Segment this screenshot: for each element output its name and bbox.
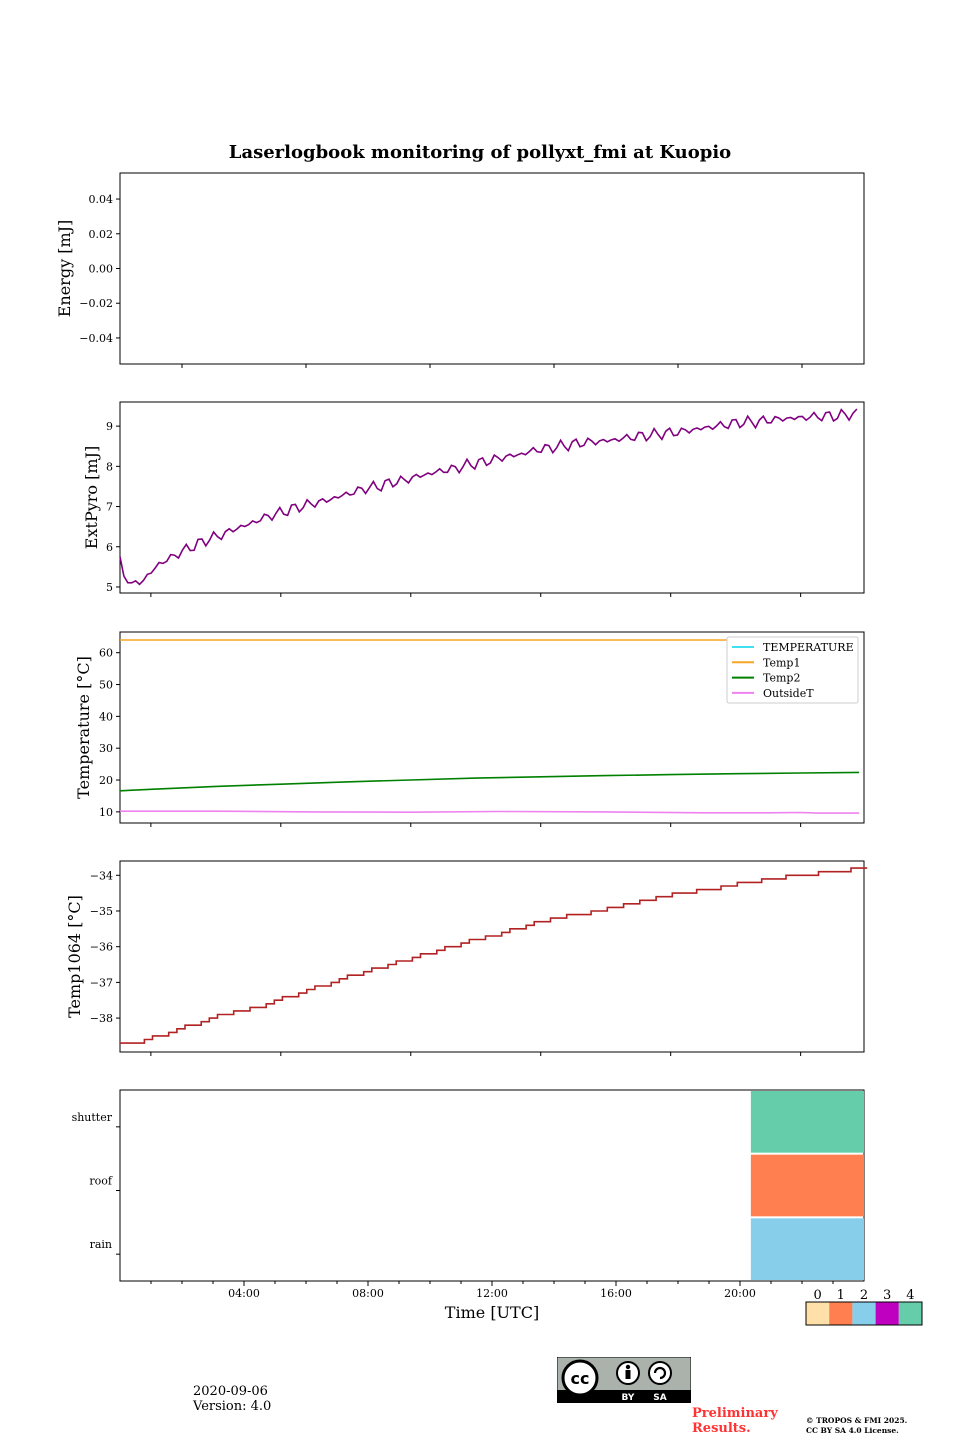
ytick-label: 9: [106, 420, 113, 433]
copyright-line-1: © TROPOS & FMI 2025.: [806, 1416, 908, 1425]
ytick-label: 0.02: [89, 228, 114, 241]
ytick-label: 7: [106, 501, 113, 514]
series-line-temp1064: [120, 867, 868, 1044]
ytick-label: −34: [90, 869, 113, 882]
cc-icon: [561, 1359, 599, 1397]
temp1064-ylabel: Temp1064 [°C]: [65, 895, 84, 1018]
temp1064-plot-area: [119, 860, 865, 1053]
status-segment-rain: [750, 1218, 864, 1280]
series-line-extpyro: [119, 408, 858, 586]
status-row-label: rain: [90, 1238, 112, 1251]
xtick-label: 20:00: [724, 1287, 756, 1300]
status-row-label: roof: [89, 1175, 113, 1188]
ytick-label: −35: [90, 905, 113, 918]
badge-by-text: BY: [622, 1393, 635, 1403]
preliminary-line-2: Results.: [692, 1421, 751, 1436]
ytick-label: 60: [99, 647, 113, 660]
cc-by-sa-badge: cc BY SA: [557, 1357, 691, 1403]
preliminary-line-1: Preliminary: [692, 1406, 778, 1421]
ytick-label: −36: [90, 941, 113, 954]
colorbar-swatch: [898, 1302, 922, 1325]
ytick-label: 5: [106, 581, 113, 594]
extpyro-plot-area: [119, 401, 865, 594]
xtick-label: 12:00: [476, 1287, 508, 1300]
ytick-label: 40: [99, 710, 113, 723]
status-row-label: shutter: [72, 1111, 113, 1124]
colorbar-label: 1: [837, 1288, 845, 1303]
xtick-label: 04:00: [228, 1287, 260, 1300]
colorbar-swatch: [875, 1302, 899, 1325]
x-axis-label: Time [UTC]: [445, 1303, 539, 1322]
by-person-body: [625, 1370, 631, 1379]
series-line-temp2: [119, 771, 860, 792]
badge-sa-text: SA: [653, 1393, 666, 1403]
temperature-panel: Temperature [°C] 10 20 30 40 50 60 TEMPERATURE…: [74, 631, 865, 827]
colorbar-frame: [805, 1301, 923, 1326]
energy-panel: Energy [mJ] 0.04 0.02 0.00 −0.02 −0.04: [55, 172, 865, 368]
preliminary-results-label: Preliminary Results.: [692, 1406, 778, 1436]
status-segment-roof: [750, 1154, 864, 1217]
legend-box: [726, 636, 859, 704]
series-line-outsidet: [120, 810, 860, 814]
version-label: Version: 4.0: [193, 1399, 272, 1414]
status-panel: Time [UTC] shutter roof rain 04:00 08:00 12:0…: [72, 1089, 865, 1322]
extpyro-ylabel: ExtPyro [mJ]: [82, 446, 101, 549]
sa-share-icon: [648, 1361, 672, 1385]
legend-label: OutsideT: [763, 687, 814, 700]
ytick-label: −0.04: [79, 332, 113, 345]
ytick-label: −37: [90, 976, 113, 989]
legend-label: TEMPERATURE: [763, 641, 854, 654]
ytick-label: 10: [99, 806, 113, 819]
temperature-ylabel: Temperature [°C]: [74, 656, 93, 799]
ytick-label: 0.04: [89, 193, 114, 206]
colorbar-label: 0: [813, 1288, 821, 1303]
colorbar-label: 3: [883, 1288, 891, 1303]
colorbar-swatch: [852, 1302, 876, 1325]
energy-plot-area: [119, 172, 865, 365]
temp1064-panel: Temp1064 [°C] −34 −35 −36 −37 −38: [65, 860, 868, 1056]
by-person-head: [625, 1364, 631, 1370]
chart-title: Laserlogbook monitoring of pollyxt_fmi a…: [229, 142, 731, 163]
ytick-label: 50: [99, 679, 113, 692]
xtick-label: 08:00: [352, 1287, 384, 1300]
sa-share-arrow: [653, 1366, 667, 1380]
ytick-label: 8: [106, 460, 113, 473]
colorbar-label: 4: [906, 1288, 914, 1303]
legend-label: Temp1: [763, 656, 800, 669]
ytick-label: −38: [90, 1012, 113, 1025]
date-label: 2020-09-06: [193, 1384, 268, 1399]
colorbar-swatch: [829, 1302, 853, 1325]
ytick-label: −0.02: [79, 297, 113, 310]
colorbar-swatch: [806, 1302, 830, 1325]
legend-label: Temp2: [763, 672, 800, 685]
temperature-plot-area: [119, 631, 865, 824]
ytick-label: 20: [99, 774, 113, 787]
xtick-label: 16:00: [600, 1287, 632, 1300]
copyright-line-2: CC BY SA 4.0 License.: [806, 1426, 899, 1435]
energy-ylabel: Energy [mJ]: [55, 220, 74, 318]
badge-footer-bar: [557, 1390, 691, 1403]
status-segment-shutter: [750, 1091, 864, 1153]
cc-icon-text: cc: [571, 1369, 590, 1388]
ytick-label: 30: [99, 742, 113, 755]
ytick-label: 6: [106, 541, 113, 554]
colorbar-label: 2: [860, 1288, 868, 1303]
copyright-label: © TROPOS & FMI 2025. CC BY SA 4.0 Licens…: [806, 1416, 907, 1436]
ytick-label: 0.00: [89, 263, 114, 276]
extpyro-panel: ExtPyro [mJ] 5 6 7 8 9: [82, 401, 865, 597]
